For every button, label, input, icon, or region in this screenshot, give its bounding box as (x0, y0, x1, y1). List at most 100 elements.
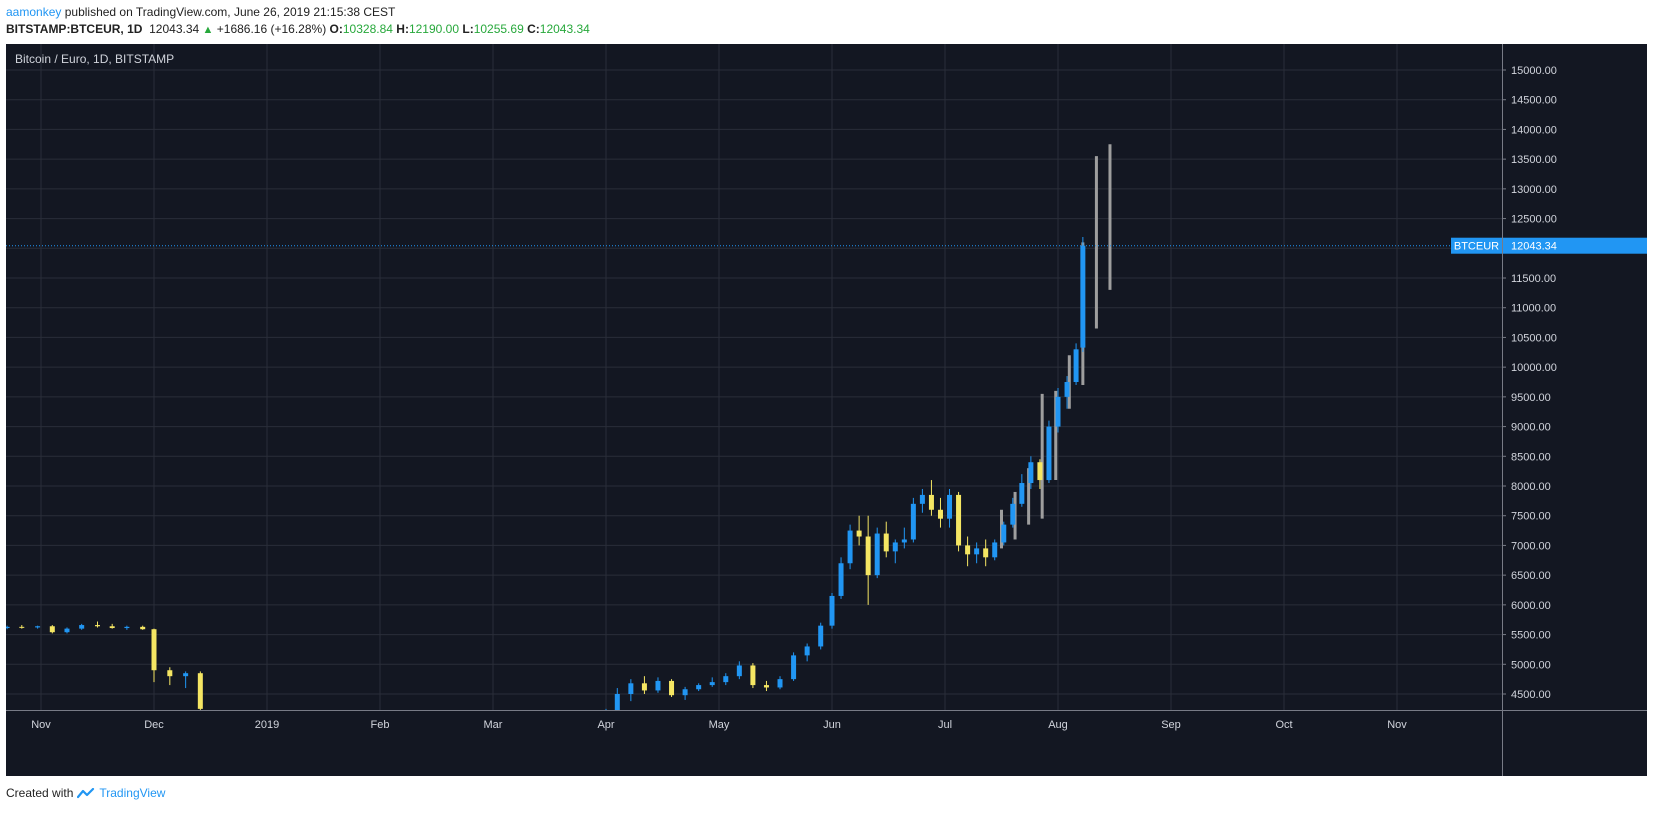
publish-text: published on TradingView.com, June 26, 2… (64, 5, 396, 19)
candles-group (6, 144, 1112, 710)
y-tick-label: 14500.00 (1511, 95, 1557, 107)
price-change: +1686.16 (+16.28%) (216, 22, 327, 36)
candle-up (791, 655, 797, 680)
candle-down (140, 626, 146, 630)
y-tick-label: 7000.00 (1511, 540, 1551, 552)
candle-up (614, 694, 620, 710)
footer: Created with TradingView (6, 786, 165, 800)
y-tick-label: 12500.00 (1511, 214, 1557, 226)
y-tick-label: 8500.00 (1511, 451, 1551, 463)
candle-up (919, 494, 925, 504)
candle-down (1037, 462, 1043, 481)
x-tick-label: Jun (823, 719, 841, 731)
candle-down (865, 536, 871, 576)
candle-up (818, 625, 824, 647)
candle-up (682, 689, 688, 696)
candle-down (937, 509, 943, 519)
y-tick-label: 7500.00 (1511, 511, 1551, 523)
x-tick-label: Jul (938, 719, 952, 731)
candle-down (928, 494, 934, 510)
candle-down (19, 626, 25, 628)
y-tick-label: 13500.00 (1511, 154, 1557, 166)
y-tick-label: 9000.00 (1511, 422, 1551, 434)
candle-up (1010, 503, 1016, 525)
candle-up (1055, 396, 1061, 427)
candle-up (35, 626, 41, 628)
x-tick-label: 2019 (255, 719, 279, 731)
candle-up (709, 682, 715, 686)
candle-down (965, 545, 971, 555)
candle-up (847, 530, 853, 564)
candle-up (6, 626, 10, 629)
ohlc-bar: BITSTAMP:BTCEUR, 1D 12043.34 ▲ +1686.16 … (6, 22, 590, 36)
candle-up (736, 665, 742, 677)
x-tick-label: Aug (1048, 719, 1068, 731)
last-price: 12043.34 (149, 22, 200, 36)
candle-up (1001, 524, 1007, 543)
high-label: H: (396, 22, 409, 36)
candle-up (1019, 483, 1025, 504)
candle-up (1028, 462, 1034, 484)
x-tick-label: Mar (484, 719, 503, 731)
tradingview-logo-icon (77, 787, 95, 798)
y-tick-label: 14000.00 (1511, 124, 1557, 136)
symbol-tag-label: BTCEUR (1454, 241, 1499, 253)
tradingview-link[interactable]: TradingView (99, 786, 166, 800)
chart-panel[interactable]: 4500.00 5000.00 5500.00 6000.00 6500.00 7000.… (6, 44, 1647, 776)
candle-up (947, 494, 953, 519)
x-tick-label: Nov (31, 719, 51, 731)
candle-down (750, 665, 756, 686)
candle-down (641, 683, 647, 691)
candle-up (723, 676, 729, 683)
up-arrow-icon: ▲ (202, 24, 214, 36)
x-tick-label: Dec (144, 719, 164, 731)
close-label: C: (527, 22, 540, 36)
candle-down (983, 548, 989, 558)
chart-title: Bitcoin / Euro, 1D, BITSTAMP (15, 52, 175, 66)
x-tick-label: Oct (1275, 719, 1292, 731)
candle-up (655, 680, 661, 691)
y-tick-label: 10500.00 (1511, 332, 1557, 344)
candle-down (109, 626, 115, 629)
candle-up (1064, 382, 1070, 397)
candle-up (974, 548, 980, 555)
candle-down (167, 670, 173, 677)
candle-up (838, 563, 844, 596)
candle-up (183, 673, 189, 677)
candle-up (696, 685, 702, 690)
candle-up (777, 679, 783, 688)
y-tick-label: 11500.00 (1511, 273, 1556, 285)
x-tick-label: Nov (1387, 719, 1407, 731)
created-with-text: Created with (6, 786, 74, 800)
y-tick-label: 15000.00 (1511, 65, 1557, 77)
symbol-tag (1451, 237, 1502, 254)
x-tick-label: Apr (597, 719, 614, 731)
candle-up (992, 542, 998, 558)
y-tick-label: 4500.00 (1511, 689, 1551, 701)
close-value: 12043.34 (539, 22, 590, 36)
candle-down (669, 680, 675, 696)
candle-up (804, 646, 810, 656)
price-chart[interactable]: 4500.00 5000.00 5500.00 6000.00 6500.00 7000.… (6, 44, 1647, 776)
y-tick-label: 5000.00 (1511, 659, 1551, 671)
candle-up (892, 542, 898, 552)
candle-down (197, 673, 203, 709)
open-label: O: (329, 22, 343, 36)
candle-up (79, 625, 85, 629)
candle-up (874, 533, 880, 576)
price-tag-label: 12043.34 (1511, 241, 1557, 253)
low-label: L: (462, 22, 474, 36)
candle-down (883, 533, 889, 552)
candle-down (763, 685, 769, 688)
candle-up (829, 595, 835, 626)
candle-down (95, 625, 100, 627)
symbol-label: BITSTAMP:BTCEUR, 1D (6, 22, 143, 36)
candle-down (151, 629, 157, 671)
author-link[interactable]: aamonkey (6, 5, 62, 19)
candle-down (956, 494, 962, 546)
open-value: 10328.84 (342, 22, 393, 36)
high-value: 12190.00 (408, 22, 460, 36)
y-tick-label: 6500.00 (1511, 570, 1551, 582)
candle-up (1073, 349, 1079, 382)
candle-up (901, 539, 907, 543)
